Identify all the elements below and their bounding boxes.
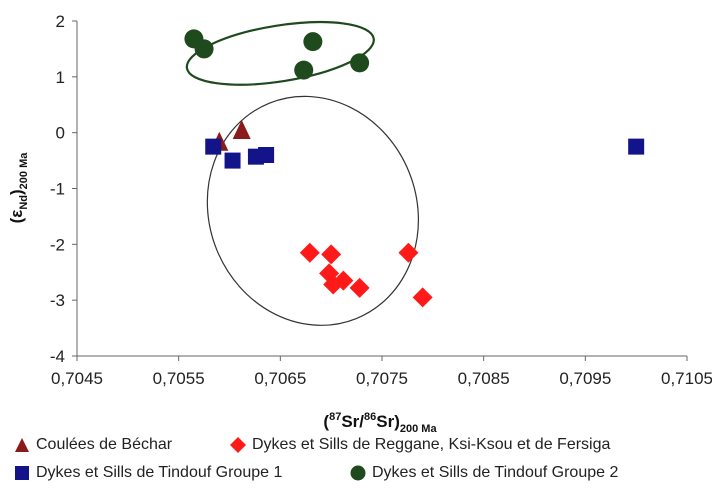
- y-tick-label: -1: [50, 180, 65, 199]
- legend: Coulées de Béchar Dykes et Sills de Regg…: [0, 434, 712, 492]
- legend-label: Dykes et Sills de Tindouf Groupe 1: [36, 464, 283, 481]
- x-tick-label: 0,7085: [458, 369, 510, 388]
- diamond-point: [321, 244, 342, 265]
- legend-item-bechar: Coulées de Béchar: [14, 436, 172, 454]
- y-ticks: 2 1 0 -1 -2 -3 -4: [50, 12, 77, 366]
- y-tick-label: -4: [50, 347, 65, 366]
- main-cluster-ellipse: [206, 95, 419, 326]
- square-point: [205, 138, 222, 155]
- circle-point: [194, 39, 214, 59]
- legend-label: Dykes et Sills de Reggane, Ksi-Ksou et d…: [252, 436, 611, 453]
- circle-point: [294, 60, 314, 80]
- legend-label: Coulées de Béchar: [36, 436, 173, 453]
- diamond-point: [333, 270, 354, 291]
- square-marker-icon: [15, 466, 29, 480]
- x-tick-label: 0,7075: [356, 369, 408, 388]
- circle-marker-icon: [350, 465, 366, 481]
- x-tick-label: 0,7055: [153, 369, 205, 388]
- diamond-point: [412, 287, 433, 308]
- y-tick-label: -3: [50, 291, 65, 310]
- square-point: [258, 147, 275, 163]
- data-points: [184, 29, 645, 308]
- y-tick-label: 2: [56, 12, 65, 31]
- diamond-point: [398, 242, 419, 263]
- triangle-point: [232, 119, 251, 139]
- y-tick-label: -2: [50, 235, 65, 254]
- grouping-ellipses: [185, 20, 419, 326]
- legend-item-tindouf-2: Dykes et Sills de Tindouf Groupe 2: [350, 464, 618, 482]
- x-ticks: 0,7045 0,7055 0,7065 0,7075 0,7085 0,7095 0,71…: [51, 356, 712, 388]
- x-axis-label: (87Sr/86Sr)200 Ma: [323, 411, 437, 435]
- square-point: [224, 152, 241, 169]
- group-2-ellipse: [185, 20, 375, 86]
- x-tick-label: 0,7045: [51, 369, 103, 388]
- legend-label: Dykes et Sills de Tindouf Groupe 2: [372, 464, 619, 481]
- diamond-point: [349, 277, 370, 298]
- x-tick-label: 0,7065: [254, 369, 306, 388]
- diamond-marker-icon: [230, 437, 246, 453]
- y-tick-label: 0: [56, 124, 65, 143]
- x-tick-label: 0,7105: [661, 369, 712, 388]
- x-tick-label: 0,7095: [559, 369, 611, 388]
- square-point: [628, 138, 645, 155]
- legend-item-reggane: Dykes et Sills de Reggane, Ksi-Ksou et d…: [230, 436, 610, 454]
- legend-item-tindouf-1: Dykes et Sills de Tindouf Groupe 1: [14, 464, 282, 482]
- triangle-marker-icon: [15, 438, 29, 452]
- y-axis-label: (εNd)200 Ma: [7, 152, 30, 224]
- circle-point: [303, 32, 323, 52]
- diamond-point: [299, 242, 320, 263]
- circle-point: [350, 53, 370, 73]
- y-tick-label: 1: [56, 68, 65, 87]
